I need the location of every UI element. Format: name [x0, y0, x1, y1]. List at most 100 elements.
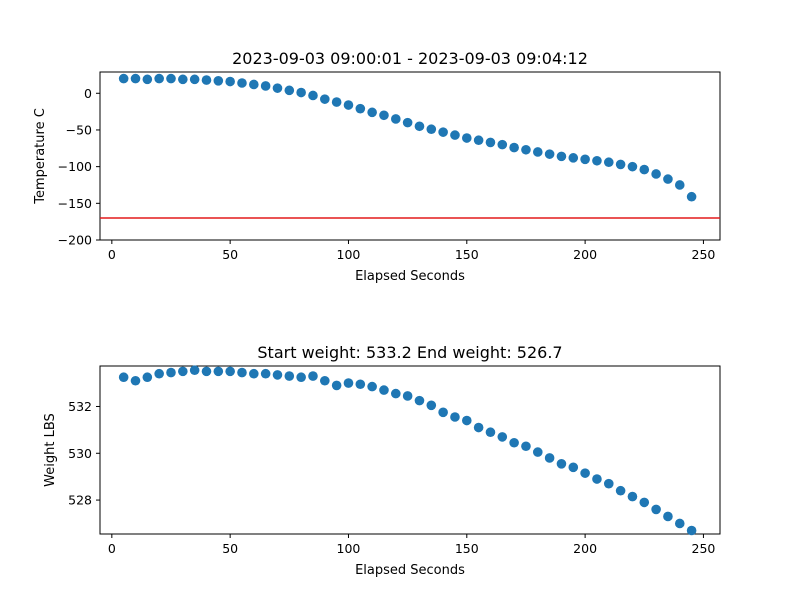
data-point	[260, 81, 271, 91]
data-point	[674, 518, 685, 529]
y-tick-label: 532	[68, 399, 92, 414]
data-point	[189, 365, 200, 376]
data-point	[130, 375, 141, 386]
x-axis-label: Elapsed Seconds	[355, 269, 465, 284]
data-point	[450, 412, 460, 422]
data-point	[154, 368, 164, 379]
data-point	[391, 388, 401, 399]
chart-title: Start weight: 533.2 End weight: 526.7	[257, 343, 562, 362]
data-point	[379, 385, 389, 395]
data-point	[603, 478, 614, 489]
data-point	[296, 87, 306, 98]
data-point	[320, 94, 330, 104]
y-tick-label: 530	[68, 446, 92, 461]
data-point	[426, 124, 437, 135]
data-point	[627, 161, 638, 172]
data-point	[118, 372, 129, 383]
data-point	[331, 380, 342, 391]
data-point	[663, 511, 673, 522]
data-point	[201, 75, 212, 85]
data-point	[532, 447, 543, 457]
data-point	[402, 117, 413, 128]
data-point	[615, 159, 626, 170]
data-point	[639, 164, 650, 175]
data-point	[532, 147, 543, 157]
y-axis-label: Temperature C	[33, 108, 48, 205]
y-tick-label: 528	[68, 493, 92, 508]
data-point	[213, 366, 224, 377]
chart-title: 2023-09-03 09:00:01 - 2023-09-03 09:04:1…	[232, 49, 588, 68]
x-tick-label: 50	[222, 247, 238, 262]
data-point	[426, 400, 437, 411]
data-point	[178, 74, 188, 85]
data-point	[544, 453, 555, 463]
data-point	[308, 371, 318, 381]
data-point	[272, 83, 283, 93]
data-point	[592, 155, 602, 166]
data-point	[568, 462, 579, 473]
data-point	[663, 174, 673, 184]
data-point	[473, 135, 484, 146]
data-point	[367, 381, 377, 392]
data-point	[603, 157, 614, 168]
x-tick-label: 50	[222, 541, 238, 556]
data-point	[343, 100, 354, 110]
x-tick-label: 100	[337, 541, 361, 556]
data-point	[473, 422, 484, 433]
data-point	[249, 368, 259, 379]
data-point	[320, 375, 330, 386]
data-point	[461, 133, 472, 143]
data-point	[260, 368, 271, 379]
y-tick-label: −100	[58, 159, 92, 174]
x-tick-label: 200	[573, 247, 597, 262]
data-point	[201, 366, 212, 377]
data-point	[178, 366, 188, 377]
data-point	[308, 90, 318, 101]
data-point	[296, 372, 306, 383]
x-tick-label: 250	[692, 247, 716, 262]
y-axis-label: Weight LBS	[43, 413, 58, 487]
data-point	[225, 366, 235, 377]
data-point	[509, 437, 519, 448]
x-tick-label: 0	[108, 247, 116, 262]
chart-1: 2023-09-03 09:00:01 - 2023-09-03 09:04:1…	[33, 49, 721, 284]
x-tick-label: 150	[455, 541, 479, 556]
data-point	[402, 391, 413, 401]
data-point	[497, 432, 508, 442]
data-point	[686, 525, 697, 536]
data-point	[509, 142, 519, 153]
data-point	[568, 153, 579, 163]
data-point	[627, 491, 638, 502]
data-point	[142, 372, 153, 383]
data-point	[272, 370, 283, 380]
data-point	[331, 97, 342, 107]
data-point	[237, 78, 247, 88]
data-point	[556, 459, 567, 469]
data-point	[521, 144, 531, 155]
y-tick-label: 0	[84, 86, 92, 101]
data-point	[521, 441, 531, 452]
data-point	[284, 85, 295, 96]
x-tick-label: 250	[692, 541, 716, 556]
data-point	[166, 73, 176, 84]
data-point	[343, 378, 354, 388]
data-point	[237, 367, 247, 378]
data-point	[580, 468, 590, 478]
data-point	[414, 121, 425, 132]
data-point	[213, 76, 224, 86]
data-point	[166, 367, 176, 378]
chart-2: Start weight: 533.2 End weight: 526.7 0 50…	[43, 343, 721, 578]
data-point	[674, 180, 685, 190]
data-point	[130, 73, 141, 84]
data-point	[391, 114, 401, 124]
data-point	[651, 504, 661, 515]
data-point	[189, 74, 200, 85]
data-point	[355, 379, 366, 390]
y-tick-label: −150	[58, 196, 92, 211]
data-point	[461, 415, 472, 426]
data-point	[497, 139, 508, 150]
y-tick-label: −200	[58, 233, 92, 248]
x-tick-label: 150	[455, 247, 479, 262]
y-tick-label: −50	[66, 122, 92, 137]
